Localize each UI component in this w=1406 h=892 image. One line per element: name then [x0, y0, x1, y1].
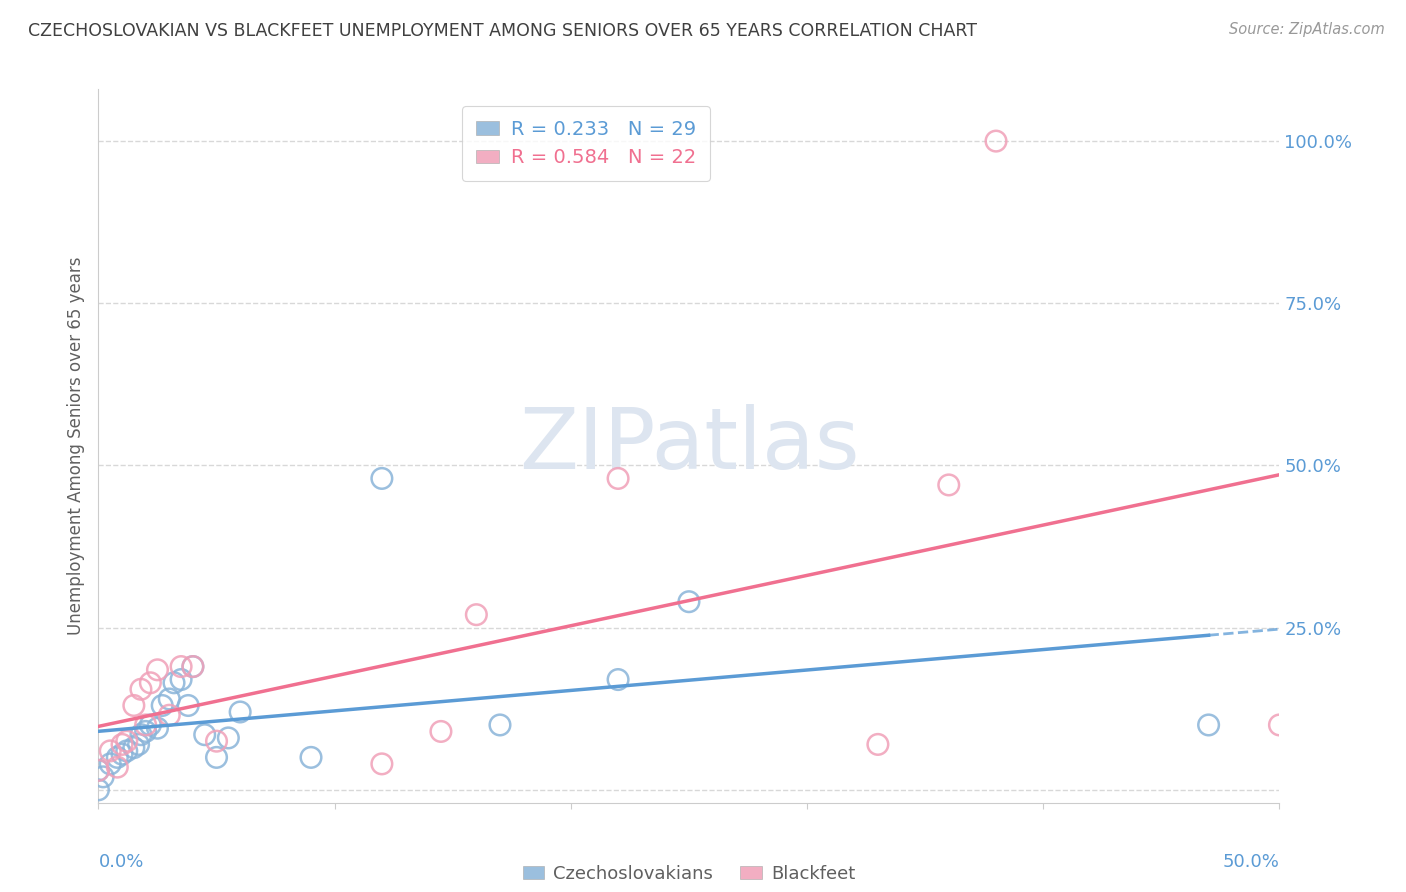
Point — [146, 721, 169, 735]
Point — [371, 471, 394, 485]
Point — [146, 663, 169, 677]
Point — [938, 478, 960, 492]
Point — [87, 764, 110, 778]
Point — [135, 724, 157, 739]
Point — [181, 659, 204, 673]
Point — [128, 738, 150, 752]
Point — [465, 607, 488, 622]
Point — [177, 698, 200, 713]
Point — [98, 744, 121, 758]
Point — [115, 744, 138, 758]
Point — [489, 718, 512, 732]
Point — [139, 718, 162, 732]
Point — [122, 698, 145, 713]
Point — [129, 728, 152, 742]
Point — [217, 731, 239, 745]
Point — [157, 708, 180, 723]
Point — [135, 718, 157, 732]
Point — [1198, 718, 1220, 732]
Point — [105, 750, 128, 764]
Y-axis label: Unemployment Among Seniors over 65 years: Unemployment Among Seniors over 65 years — [66, 257, 84, 635]
Point — [111, 747, 134, 761]
Point — [129, 682, 152, 697]
Point — [205, 750, 228, 764]
Point — [229, 705, 252, 719]
Point — [430, 724, 453, 739]
Point — [87, 782, 110, 797]
Point — [205, 734, 228, 748]
Point — [299, 750, 322, 764]
Point — [87, 764, 110, 778]
Point — [984, 134, 1007, 148]
Text: 0.0%: 0.0% — [98, 853, 143, 871]
Point — [607, 471, 630, 485]
Point — [150, 698, 173, 713]
Point — [866, 738, 889, 752]
Point — [678, 595, 700, 609]
Point — [170, 659, 193, 673]
Text: ZIPatlas: ZIPatlas — [519, 404, 859, 488]
Point — [607, 673, 630, 687]
Point — [157, 692, 180, 706]
Legend: Czechoslovakians, Blackfeet: Czechoslovakians, Blackfeet — [516, 858, 862, 890]
Point — [1268, 718, 1291, 732]
Point — [194, 728, 217, 742]
Point — [163, 675, 186, 690]
Text: CZECHOSLOVAKIAN VS BLACKFEET UNEMPLOYMENT AMONG SENIORS OVER 65 YEARS CORRELATIO: CZECHOSLOVAKIAN VS BLACKFEET UNEMPLOYMEN… — [28, 22, 977, 40]
Point — [105, 760, 128, 774]
Point — [122, 740, 145, 755]
Point — [115, 734, 138, 748]
Point — [91, 770, 114, 784]
Point — [181, 659, 204, 673]
Point — [170, 673, 193, 687]
Point — [98, 756, 121, 771]
Point — [371, 756, 394, 771]
Point — [111, 738, 134, 752]
Point — [139, 675, 162, 690]
Text: Source: ZipAtlas.com: Source: ZipAtlas.com — [1229, 22, 1385, 37]
Text: 50.0%: 50.0% — [1223, 853, 1279, 871]
